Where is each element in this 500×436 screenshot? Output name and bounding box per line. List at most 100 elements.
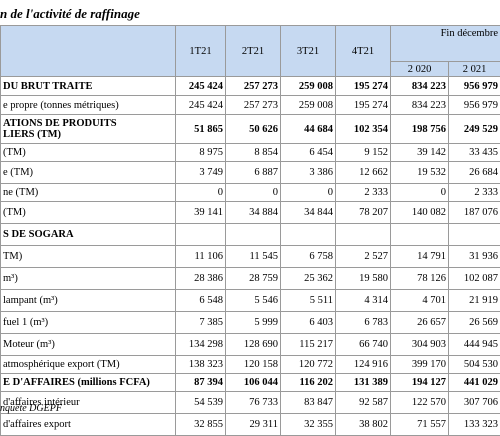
cell-value: 26 657 (391, 312, 449, 334)
header-year: 2 020 (391, 62, 449, 77)
cell-value: 66 740 (336, 334, 391, 356)
cell-value: 26 684 (449, 162, 500, 184)
cell-value: 34 844 (281, 202, 336, 224)
cell-value: 138 323 (176, 356, 226, 374)
cell-value: 133 323 (449, 414, 500, 436)
cell-value: 120 158 (226, 356, 281, 374)
header-fin-period: Fin décembre (391, 26, 500, 62)
source-note: nquête DGEPF (0, 403, 62, 414)
cell-value: 34 884 (226, 202, 281, 224)
cell-value: 6 758 (281, 246, 336, 268)
cell-value: 29 311 (226, 414, 281, 436)
cell-value: 33 435 (449, 144, 500, 162)
cell-value: 257 273 (226, 77, 281, 96)
cell-value: 4 701 (391, 290, 449, 312)
cell-value: 6 887 (226, 162, 281, 184)
cell-value: 106 044 (226, 374, 281, 392)
cell-value: 140 082 (391, 202, 449, 224)
cell-value: 5 999 (226, 312, 281, 334)
cell-value: 120 772 (281, 356, 336, 374)
cell-value: 3 386 (281, 162, 336, 184)
cell-value: 245 424 (176, 96, 226, 115)
cell-value: 19 580 (336, 268, 391, 290)
cell-value: 0 (176, 184, 226, 202)
cell-value: 102 354 (336, 115, 391, 144)
cell-value: 2 333 (449, 184, 500, 202)
cell-value: 39 141 (176, 202, 226, 224)
header-quarter: 1T21 (176, 26, 226, 77)
cell-value: 8 975 (176, 144, 226, 162)
cell-value: 0 (226, 184, 281, 202)
cell-value: 187 076 (449, 202, 500, 224)
cell-value: 124 916 (336, 356, 391, 374)
cell-value: 78 126 (391, 268, 449, 290)
cell-value: 441 029 (449, 374, 500, 392)
row-label: lampant (m³) (1, 290, 176, 312)
cell-value: 304 903 (391, 334, 449, 356)
cell-value: 12 662 (336, 162, 391, 184)
cell-value: 2 333 (336, 184, 391, 202)
cell-value: 834 223 (391, 96, 449, 115)
cell-value: 38 802 (336, 414, 391, 436)
cell-value: 195 274 (336, 96, 391, 115)
cell-value: 116 202 (281, 374, 336, 392)
cell-value: 31 936 (449, 246, 500, 268)
cell-value (176, 224, 226, 246)
row-label: DU BRUT TRAITE (1, 77, 176, 96)
cell-value: 6 548 (176, 290, 226, 312)
row-label-line: ATIONS DE PRODUITS (3, 118, 173, 129)
row-label: d'affaires export (1, 414, 176, 436)
row-label: m³) (1, 268, 176, 290)
row-label: Moteur (m³) (1, 334, 176, 356)
table-title: n de l'activité de raffinage (0, 6, 140, 22)
cell-value: 11 106 (176, 246, 226, 268)
cell-value: 50 626 (226, 115, 281, 144)
cell-value: 3 749 (176, 162, 226, 184)
cell-value: 102 087 (449, 268, 500, 290)
refining-activity-table: 1T21 2T21 3T21 4T21 Fin décembre 2 020 2… (0, 25, 500, 436)
cell-value: 956 979 (449, 77, 500, 96)
cell-value: 956 979 (449, 96, 500, 115)
cell-value: 128 690 (226, 334, 281, 356)
cell-value (449, 224, 500, 246)
cell-value: 54 539 (176, 392, 226, 414)
row-label: atmosphérique export (TM) (1, 356, 176, 374)
header-quarter: 2T21 (226, 26, 281, 77)
cell-value: 444 945 (449, 334, 500, 356)
cell-value: 245 424 (176, 77, 226, 96)
row-label: e propre (tonnes métriques) (1, 96, 176, 115)
cell-value: 0 (391, 184, 449, 202)
cell-value: 14 791 (391, 246, 449, 268)
header-quarter: 3T21 (281, 26, 336, 77)
row-label: S DE SOGARA (1, 224, 176, 246)
cell-value: 5 511 (281, 290, 336, 312)
cell-value: 51 865 (176, 115, 226, 144)
cell-value: 21 919 (449, 290, 500, 312)
cell-value: 0 (281, 184, 336, 202)
row-label: E D'AFFAIRES (millions FCFA) (1, 374, 176, 392)
header-year: 2 021 (449, 62, 500, 77)
cell-value: 259 008 (281, 77, 336, 96)
cell-value: 71 557 (391, 414, 449, 436)
cell-value: 115 217 (281, 334, 336, 356)
header-quarter: 4T21 (336, 26, 391, 77)
cell-value: 6 454 (281, 144, 336, 162)
cell-value: 195 274 (336, 77, 391, 96)
cell-value: 198 756 (391, 115, 449, 144)
cell-value: 194 127 (391, 374, 449, 392)
cell-value: 25 362 (281, 268, 336, 290)
cell-value: 259 008 (281, 96, 336, 115)
cell-value: 134 298 (176, 334, 226, 356)
